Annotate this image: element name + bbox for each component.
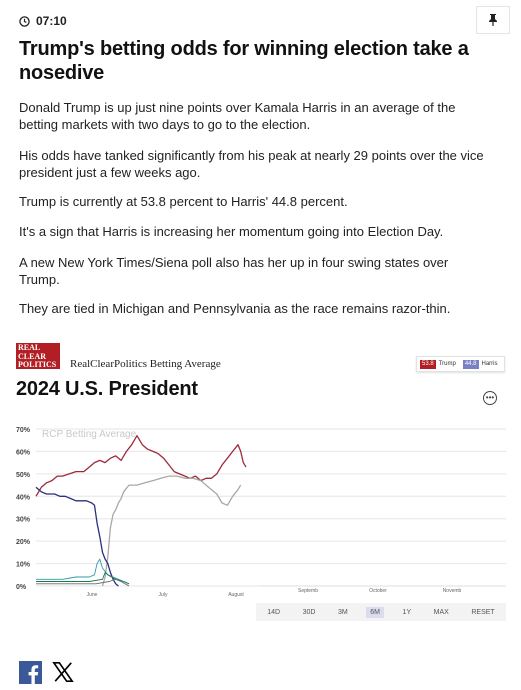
x-tick-label: Novemb — [443, 588, 462, 594]
harris-line — [101, 475, 242, 587]
range-controls: 14D 30D 3M 6M 1Y MAX RESET — [256, 603, 506, 621]
reset-button[interactable]: RESET — [471, 608, 495, 616]
legend-trump-value: 53.8 — [420, 359, 436, 369]
y-tick-label: 30% — [16, 517, 31, 524]
x-tick-label: August — [228, 592, 244, 598]
pin-icon — [489, 14, 497, 26]
clock-icon — [19, 15, 30, 27]
post-title: Trump's betting odds for winning electio… — [19, 38, 469, 84]
rcp-logo: REAL CLEAR POLITICS — [16, 343, 60, 369]
share-facebook-button[interactable] — [18, 660, 42, 684]
x-tick-label: October — [369, 588, 387, 594]
post-time: 07:10 — [36, 14, 67, 28]
embed-subtitle: RealClearPolitics Betting Average — [70, 358, 221, 370]
biden-line — [35, 486, 119, 587]
x-icon — [52, 662, 74, 682]
post-paragraph: Trump is currently at 53.8 percent to Ha… — [19, 194, 348, 209]
range-3m-button[interactable]: 3M — [338, 608, 348, 616]
trump-line — [35, 435, 247, 497]
x-tick-label: July — [159, 592, 168, 598]
share-x-button[interactable] — [51, 660, 75, 684]
other-a-line — [36, 558, 130, 585]
x-tick-label: Septemb — [298, 588, 318, 594]
betting-chart: 70% 60% 50% 40% 30% 20% 10% 0% RCP Betting Avera… — [16, 427, 506, 598]
y-tick-label: 0% — [16, 584, 27, 591]
other-c-line — [36, 578, 130, 587]
range-6m-button[interactable]: 6M — [366, 606, 385, 618]
post-paragraph: Donald Trump is up just nine points over… — [19, 100, 456, 132]
range-max-button[interactable]: MAX — [433, 608, 449, 616]
chart-title: 2024 U.S. President — [16, 378, 198, 400]
range-1y-button[interactable]: 1Y — [402, 608, 412, 616]
y-tick-label: 10% — [16, 562, 31, 569]
y-tick-label: 20% — [16, 539, 31, 546]
post-paragraph: A new New York Times/Siena poll also has… — [19, 255, 449, 287]
chart-legend: 53.8 Trump 44.8 Harris — [416, 356, 505, 372]
y-tick-label: 70% — [16, 427, 31, 434]
legend-harris-value: 44.8 — [462, 359, 479, 369]
post-timestamp: 07:10 — [19, 14, 67, 28]
legend-harris-name: Harris — [481, 361, 498, 367]
post-paragraph: They are tied in Michigan and Pennsylvan… — [19, 301, 451, 316]
facebook-icon — [18, 660, 42, 684]
pin-button[interactable] — [476, 6, 510, 34]
range-14d-button[interactable]: 14D — [267, 608, 281, 616]
post-paragraph: His odds have tanked significantly from … — [19, 148, 484, 180]
x-tick-label: June — [87, 592, 98, 598]
y-tick-label: 50% — [16, 472, 31, 479]
range-30d-button[interactable]: 30D — [302, 608, 316, 616]
y-tick-label: 40% — [16, 494, 31, 501]
more-options-button[interactable]: ••• — [483, 391, 497, 405]
post-paragraph: It's a sign that Harris is increasing he… — [19, 224, 444, 239]
legend-trump-name: Trump — [438, 361, 456, 367]
y-tick-label: 60% — [16, 449, 31, 456]
chart-watermark: RCP Betting Average — [42, 429, 137, 440]
